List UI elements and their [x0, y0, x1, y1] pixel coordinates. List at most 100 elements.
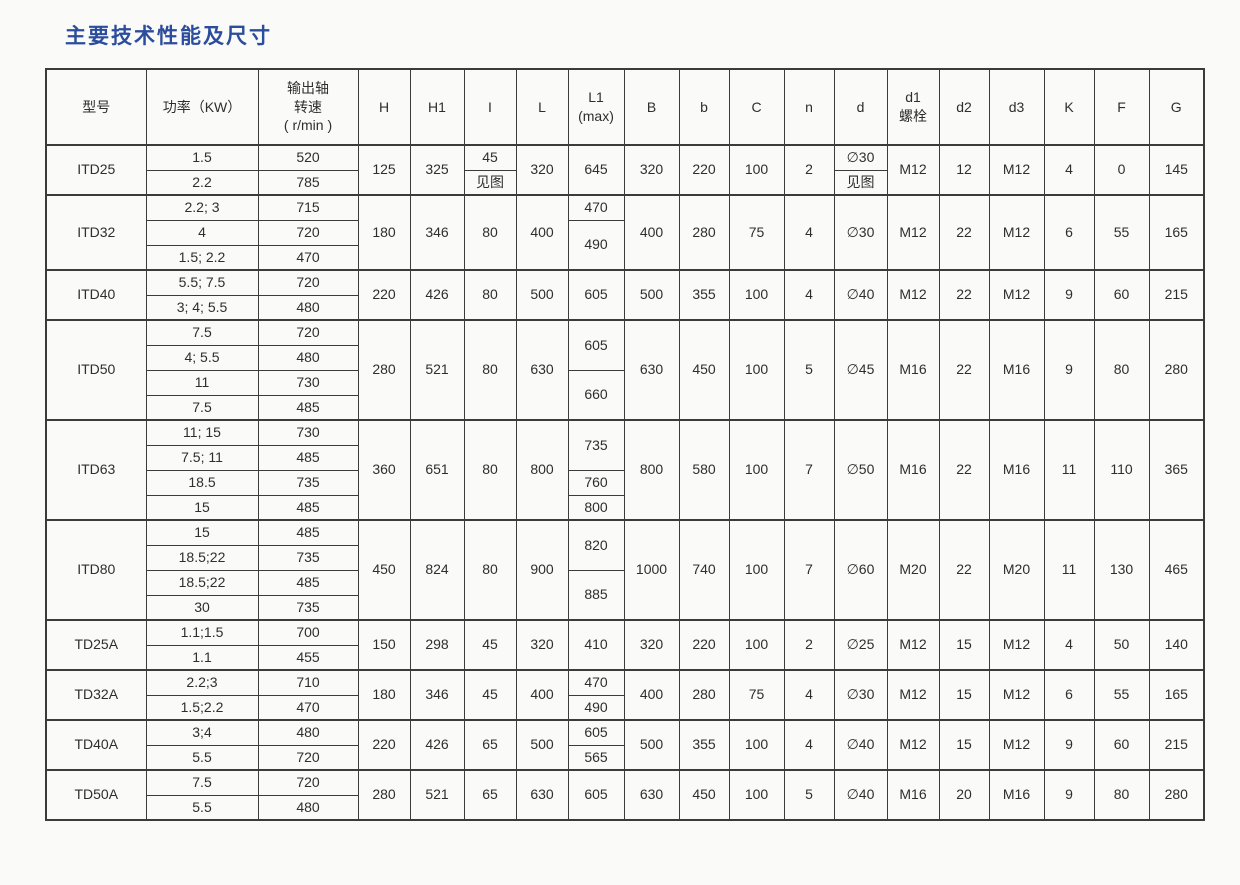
- column-header: L1 (max): [567, 68, 625, 146]
- table-cell: 800: [515, 419, 569, 521]
- table-cell: 100: [728, 519, 785, 621]
- table-cell: 1.5: [145, 144, 259, 171]
- table-cell: 11: [145, 369, 259, 396]
- table-cell: 7.5; 11: [145, 444, 259, 471]
- table-cell: 5: [783, 319, 835, 421]
- table-cell: ∅30: [833, 194, 888, 271]
- table-cell: 130: [1093, 519, 1150, 621]
- table-cell: 150: [357, 619, 411, 671]
- table-cell: 485: [257, 444, 359, 471]
- column-header: I: [463, 68, 517, 146]
- table-cell: 885: [567, 569, 625, 621]
- table-cell: 3;4: [145, 719, 259, 746]
- table-row: TD25A 1.1;1.5 700 150 298 45 320 410 320 220 100 2 ∅…: [45, 619, 1205, 671]
- table-cell: 4: [783, 194, 835, 271]
- table-cell: M16: [988, 319, 1045, 421]
- model-cell: TD50A: [45, 769, 147, 821]
- table-cell: 4; 5.5: [145, 344, 259, 371]
- column-header: B: [623, 68, 680, 146]
- table-cell: 730: [257, 369, 359, 396]
- table-cell: 645: [567, 144, 625, 196]
- table-cell: 100: [728, 419, 785, 521]
- table-cell: 18.5: [145, 469, 259, 496]
- table-cell: 355: [678, 719, 730, 771]
- table-cell: 320: [623, 144, 680, 196]
- table-cell: 4: [1043, 144, 1095, 196]
- table-cell: 630: [623, 319, 680, 421]
- table-cell: 80: [463, 319, 517, 421]
- table-cell: 180: [357, 669, 411, 721]
- table-row: 4; 5.5 480: [46, 344, 1204, 371]
- column-header: L: [515, 68, 569, 146]
- table-cell: 45: [463, 669, 517, 721]
- table-cell: 9: [1043, 719, 1095, 771]
- table-cell: 22: [938, 269, 990, 321]
- model-cell: TD40A: [45, 719, 147, 771]
- table-row: 4 720 490: [46, 219, 1204, 271]
- table-cell: 500: [515, 719, 569, 771]
- table-cell: 365: [1148, 419, 1205, 521]
- table-cell: 65: [463, 769, 517, 821]
- table-cell: 145: [1148, 144, 1205, 196]
- table-cell: 6: [1043, 194, 1095, 271]
- table-cell: 22: [938, 319, 990, 421]
- table-cell: 720: [257, 269, 359, 296]
- table-cell: 710: [257, 669, 359, 696]
- table-cell: 15: [145, 494, 259, 521]
- table-cell: 30: [145, 594, 259, 621]
- table-cell: 9: [1043, 319, 1095, 421]
- table-cell: 485: [257, 494, 359, 521]
- table-cell: 1000: [623, 519, 680, 621]
- table-cell: 400: [515, 194, 569, 271]
- table-cell: 215: [1148, 269, 1205, 321]
- table-cell: 11: [1043, 419, 1095, 521]
- table-cell: 480: [257, 719, 359, 746]
- table-cell: 720: [257, 319, 359, 346]
- table-cell: 见图: [833, 169, 888, 196]
- table-cell: 400: [623, 669, 680, 721]
- table-cell: M12: [886, 669, 940, 721]
- table-cell: 22: [938, 519, 990, 621]
- model-cell: ITD80: [45, 519, 147, 621]
- table-cell: 18.5;22: [145, 569, 259, 596]
- table-cell: M12: [886, 194, 940, 271]
- table-cell: 5.5; 7.5: [145, 269, 259, 296]
- table-row: 5.5 720 565: [46, 744, 1204, 771]
- table-cell: 7.5: [145, 319, 259, 346]
- table-cell: ∅25: [833, 619, 888, 671]
- table-cell: M12: [988, 669, 1045, 721]
- table-row: ITD40 5.5; 7.5 720 220 426 80 500 605 500 355 100 4…: [45, 269, 1205, 321]
- table-cell: 15: [938, 669, 990, 721]
- table-cell: 1.5;2.2: [145, 694, 259, 721]
- table-cell: 220: [357, 269, 411, 321]
- table-cell: 0: [1093, 144, 1150, 196]
- table-cell: 4: [145, 219, 259, 246]
- table-cell: 470: [567, 194, 625, 221]
- table-cell: M16: [988, 419, 1045, 521]
- table-cell: 900: [515, 519, 569, 621]
- table-cell: 320: [623, 619, 680, 671]
- table-cell: 360: [357, 419, 411, 521]
- table-cell: 470: [257, 244, 359, 271]
- table-cell: 4: [783, 719, 835, 771]
- table-cell: 1.5; 2.2: [145, 244, 259, 271]
- table-cell: 215: [1148, 719, 1205, 771]
- table-cell: 470: [567, 669, 625, 696]
- table-cell: 730: [257, 419, 359, 446]
- table-cell: 800: [567, 494, 625, 521]
- table-cell: 2.2; 3: [145, 194, 259, 221]
- table-cell: 800: [623, 419, 680, 521]
- table-cell: 80: [1093, 319, 1150, 421]
- table-cell: 1.1;1.5: [145, 619, 259, 646]
- table-cell: 485: [257, 569, 359, 596]
- page-title: 主要技术性能及尺寸: [65, 25, 272, 48]
- table-cell: 2.2: [145, 169, 259, 196]
- table-cell: 298: [409, 619, 465, 671]
- table-cell: ∅60: [833, 519, 888, 621]
- table-cell: 11: [1043, 519, 1095, 621]
- table-cell: 7.5: [145, 769, 259, 796]
- table-row: ITD50 7.5 720 280 521 80 630 605 630 450 100 5 ∅45 M1…: [45, 319, 1205, 421]
- table-row: 7.5 485: [46, 394, 1204, 421]
- table-cell: 355: [678, 269, 730, 321]
